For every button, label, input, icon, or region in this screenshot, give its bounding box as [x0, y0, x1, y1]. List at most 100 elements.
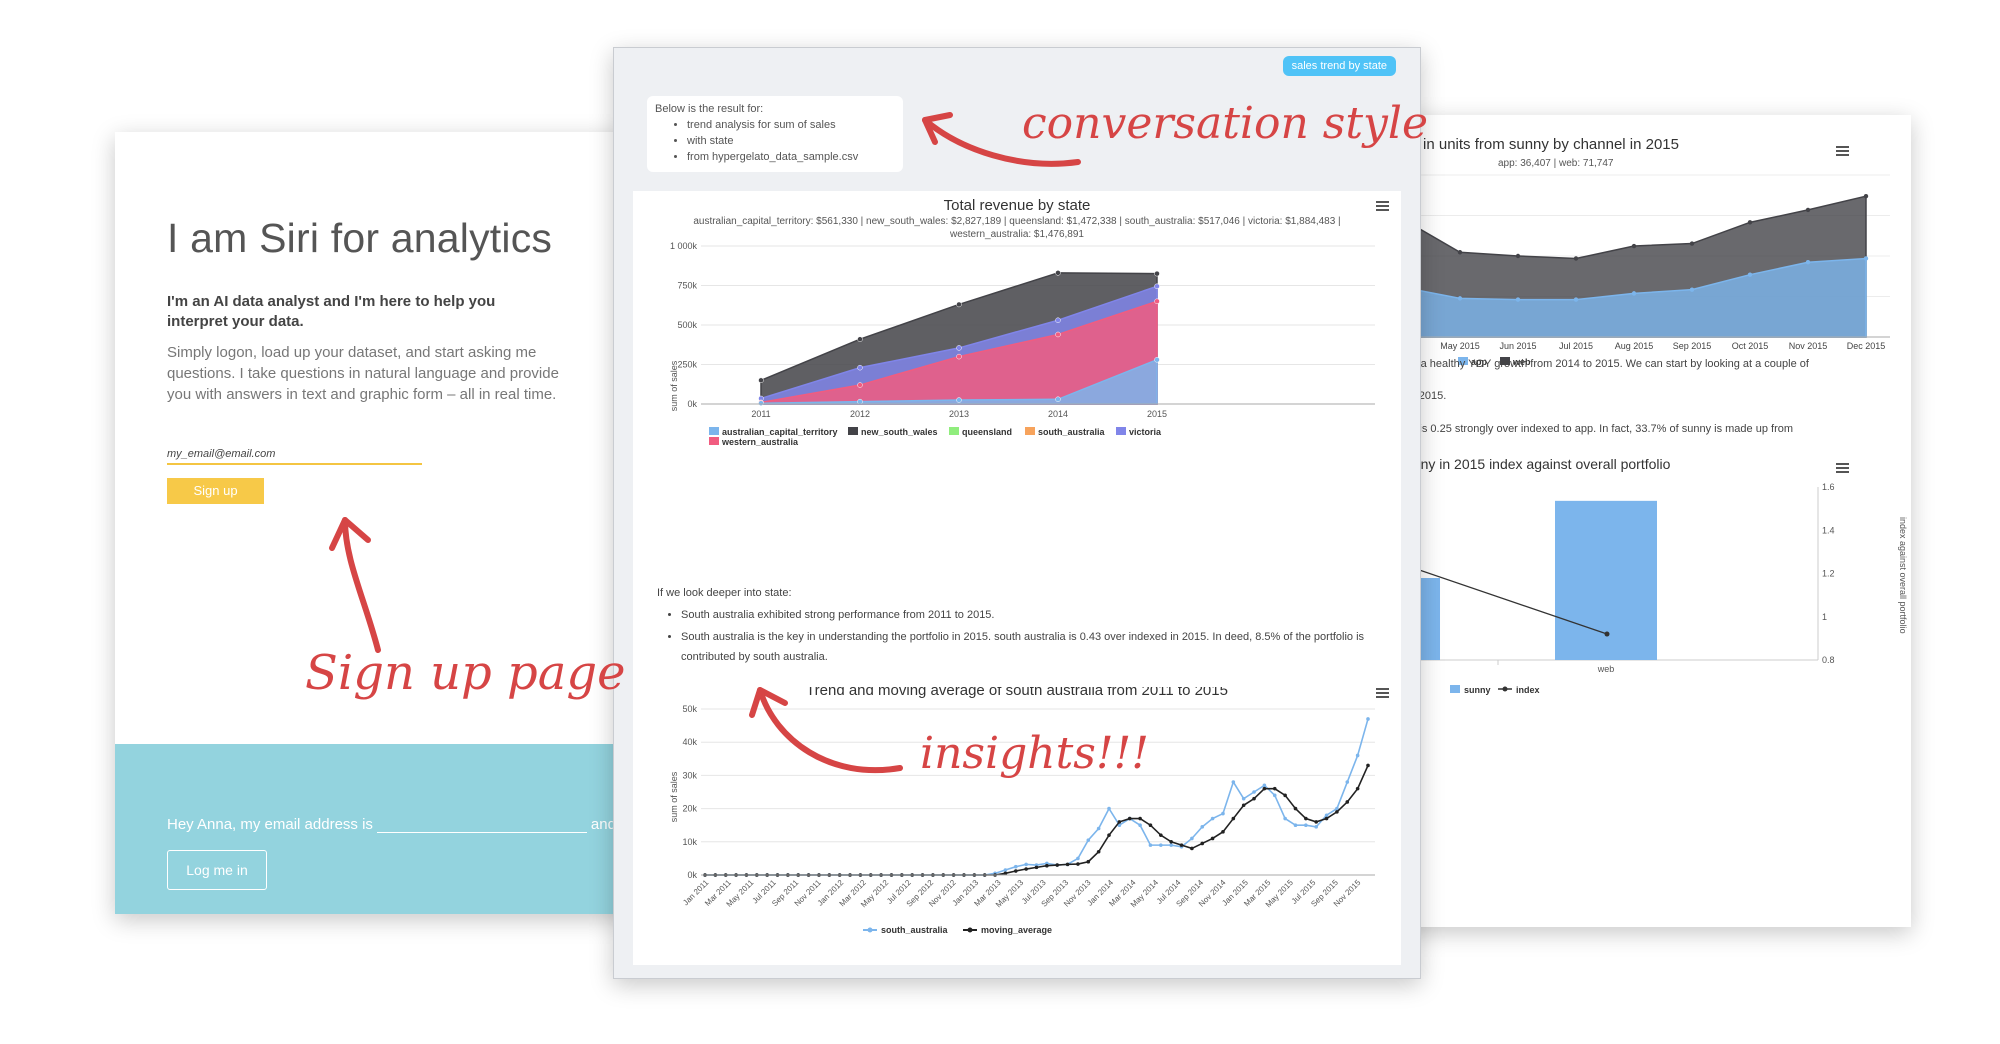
point-web — [1747, 220, 1753, 225]
x-tick-label: Dec 2015 — [1847, 341, 1886, 351]
point-app — [1747, 272, 1753, 277]
channel-chart-plot — [1398, 193, 1890, 338]
point-moving_average — [1210, 836, 1215, 841]
legend-item: web — [1512, 357, 1531, 367]
point-new_south_wales — [956, 301, 962, 308]
point-south_australia — [1324, 813, 1329, 818]
trend-chart-menu-icon[interactable] — [1376, 688, 1389, 698]
point-australian_capital_territory — [1055, 396, 1061, 403]
index-chart-title: sunny in 2015 index against overall port… — [1398, 456, 1671, 472]
bot-item: from hypergelato_data_sample.csv — [687, 149, 895, 165]
point-south_australia — [1335, 806, 1339, 811]
y-tick-label: 750k — [677, 281, 697, 291]
point-moving_average — [1190, 846, 1194, 851]
legend-swatch — [1116, 427, 1126, 435]
trend-chart: Trend and moving average of south austra… — [669, 687, 1389, 935]
x-tick-label: Jul 2015 — [1559, 341, 1593, 351]
insights-text: If we look deeper into state: South aust… — [657, 583, 1385, 669]
x-tick-label: 2011 — [751, 409, 770, 419]
channel-analysis-card: ver in units from sunny by channel in 20… — [1398, 115, 1911, 927]
x-tick-label: 2013 — [949, 409, 969, 419]
point-australian_capital_territory — [758, 400, 764, 406]
point-south_australia — [1107, 806, 1111, 811]
signup-card: I am Siri for analytics I'm an AI data a… — [115, 132, 635, 914]
x-tick-label: 2014 — [1048, 409, 1068, 419]
x-tick-label: Aug 2015 — [1615, 341, 1654, 351]
point-south_australia — [1262, 783, 1267, 788]
point-moving_average — [1304, 816, 1308, 821]
point-app — [1457, 296, 1463, 301]
y-tick-label: 20k — [682, 804, 697, 814]
point-web — [1457, 250, 1463, 255]
legend-item: queensland — [962, 427, 1012, 437]
point-index — [1604, 631, 1610, 637]
line-moving_average — [705, 765, 1369, 876]
point-app — [1689, 287, 1695, 292]
annotation-signup-page: Sign up page — [305, 645, 626, 701]
point-victoria — [1055, 317, 1061, 324]
point-south_australia — [1024, 862, 1028, 867]
bot-intro: Below is the result for: — [655, 103, 764, 115]
x-tick-label: 2015 — [1147, 409, 1167, 419]
point-app — [1631, 291, 1637, 296]
legend-item: south_australia — [1038, 427, 1106, 437]
bot-item: with state — [687, 133, 895, 149]
y-tick-label: 500k — [677, 320, 697, 330]
x-tick-label: Oct 2015 — [1732, 341, 1769, 351]
point-western_australia — [1055, 331, 1061, 338]
line-index — [1398, 562, 1608, 635]
log-me-in-button[interactable]: Log me in — [167, 850, 267, 890]
revenue-chart-axes: 2011 2012 2013 2014 2015 — [701, 403, 1375, 419]
channel-chart-menu-icon[interactable] — [1836, 146, 1849, 156]
x-tick-label: Sep 2015 — [1673, 341, 1712, 351]
point-moving_average — [1293, 806, 1298, 811]
point-moving_average — [1221, 830, 1225, 834]
point-south_australia — [1076, 856, 1080, 861]
annotation-conversation-style: conversation style — [1022, 98, 1429, 149]
point-new_south_wales — [1154, 270, 1160, 277]
point-moving_average — [1159, 833, 1163, 837]
legend-marker — [967, 927, 973, 933]
y-tick-label: 1 000k — [670, 241, 698, 251]
email-field[interactable]: my_email@email.com — [167, 448, 422, 465]
revenue-chart-legend: australian_capital_territory new_south_wa… — [709, 427, 1162, 447]
legend-item: moving_average — [981, 925, 1052, 935]
signup-body: Simply logon, load up your dataset, and … — [167, 344, 559, 403]
index-chart-y2-label: index against overall portfolio — [1898, 517, 1908, 634]
legend-swatch — [1500, 357, 1510, 365]
y-tick-label: 250k — [677, 360, 697, 370]
point-victoria — [956, 345, 962, 351]
index-chart-menu-icon[interactable] — [1836, 463, 1849, 473]
y2-tick-label: 1 — [1822, 612, 1827, 622]
point-south_australia — [1314, 825, 1319, 829]
x-tick-label: Jun 2015 — [1499, 341, 1536, 351]
sign-up-button[interactable]: Sign up — [167, 478, 264, 504]
trend-chart-y-label: sum of sales — [669, 771, 679, 822]
legend-swatch — [949, 427, 959, 435]
point-south_australia — [1138, 823, 1142, 827]
legend-item: sunny — [1464, 685, 1491, 695]
point-western_australia — [1154, 298, 1160, 305]
area-australian_capital_territory — [760, 358, 1158, 405]
point-south_australia — [1241, 796, 1246, 801]
point-new_south_wales — [1055, 270, 1061, 276]
channel-chart-subtitle: app: 36,407 | web: 71,747 — [1498, 158, 1614, 169]
revenue-chart-y-label: sum of sales — [669, 360, 679, 411]
legend-item: south_australia — [881, 925, 949, 935]
point-south_australia — [1293, 823, 1298, 827]
legend-swatch — [1025, 427, 1035, 435]
point-south_australia — [1304, 823, 1308, 827]
trend-chart-legend: south_australia moving_average — [863, 925, 1052, 935]
point-victoria — [1154, 283, 1160, 290]
point-western_australia — [857, 382, 863, 388]
revenue-chart-menu-icon[interactable] — [1376, 201, 1389, 211]
signup-lead: I'm an AI data analyst and I'm here to h… — [167, 293, 496, 330]
legend-item: victoria — [1129, 427, 1162, 437]
footer-email-input[interactable] — [376, 818, 587, 833]
y-tick-label: 50k — [682, 704, 697, 714]
bot-item-list: trend analysis for sum of sales with sta… — [655, 117, 895, 165]
legend-item: australian_capital_territory — [722, 427, 838, 437]
legend-item: index — [1516, 685, 1540, 695]
point-south_australia — [1013, 864, 1018, 869]
